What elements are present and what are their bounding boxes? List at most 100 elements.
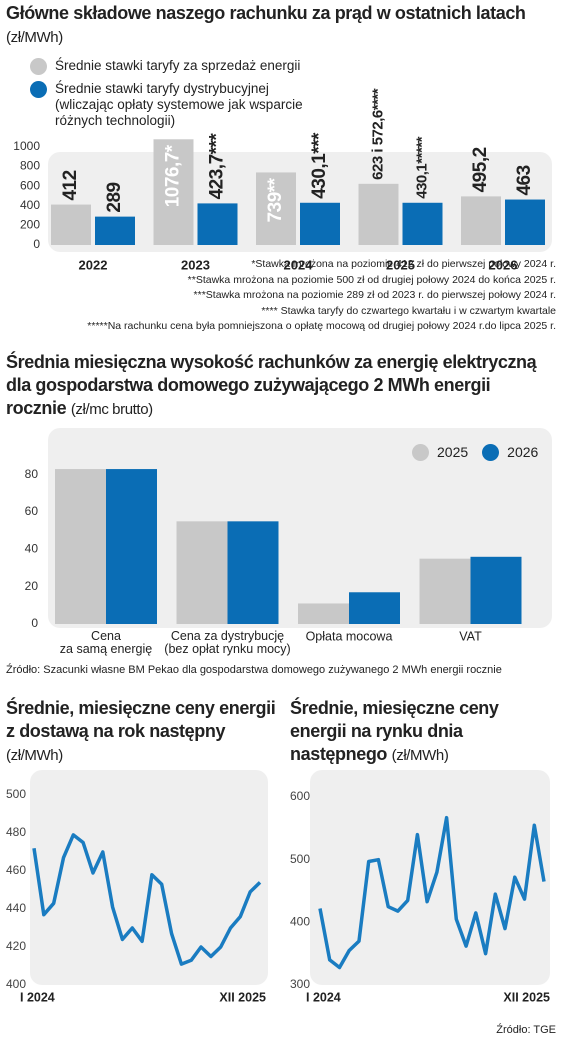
y-tick-label: 60 [25,504,39,518]
title-block: Średnia miesięczna wysokość rachunków za… [6,351,551,421]
legend-label: Średnie stawki taryfy za sprzedaż energi… [55,58,301,73]
title-block: Średnie, miesięczne ceny energii z dosta… [6,697,276,767]
legend-swatch [30,81,47,98]
bar [51,204,91,245]
y-tick-label: 480 [6,825,26,839]
bar [95,216,135,245]
title-block: Główne składowe naszego rachunku za prąd… [6,2,551,49]
y-tick-label: 600 [20,178,40,192]
legend-item: 2026 [482,444,538,461]
bar [358,183,399,245]
x-tick-label: 2023 [181,257,210,272]
line [32,833,262,966]
x-tick-label: I 2024 [20,990,55,1004]
legend-item: 2025 [412,444,468,461]
y-tick-label: 400 [20,198,40,212]
legend: 2025 2026 [412,444,538,467]
x-tick-label: I 2024 [306,990,341,1004]
footnote: *****Na rachunku cena była pomniejszona … [87,320,556,332]
bar [470,556,522,624]
y-tick-label: 0 [31,616,38,630]
y-tick-label: 200 [20,218,40,232]
source: Źródło: TGE [496,1024,556,1036]
y-tick-label: 500 [290,852,310,866]
bar [298,603,349,624]
x-tick-label: 2024 [284,257,314,272]
bar [300,202,340,245]
chart-title: Średnie, miesięczne ceny energii z dosta… [6,698,276,741]
value-label: 739** [265,177,286,222]
plot-background [30,770,268,985]
bar [461,196,501,245]
legend-label: 2026 [507,444,539,460]
value-label: 463 [514,165,535,195]
bar [402,202,443,245]
y-tick-label: 800 [20,159,40,173]
y-tick-label: 600 [290,789,310,803]
footnote: *Stawka mrożona na poziomie 412 zł do pi… [251,258,556,270]
value-label: 430,1*** [309,132,330,199]
y-tick-label: 400 [6,977,26,991]
chart-unit: (zł/MWh) [6,747,63,764]
value-label: 495,2 [470,147,491,192]
x-tick-label: VAT [459,629,482,643]
legend-item: Średnie stawki taryfy za sprzedaż energi… [30,58,320,75]
legend-swatch [412,444,429,461]
chart-unit: (zł/MWh) [391,747,449,764]
chart-unit: (zł/mc brutto) [70,401,153,418]
bar [349,592,400,624]
chart-unit: (zł/MWh) [6,29,63,46]
y-tick-label: 420 [6,939,26,953]
bar [256,172,296,245]
footnote: ***Stawka mrożona na poziomie 289 zł od … [193,289,556,301]
chart-title: Średnie, miesięczne ceny energii na rynk… [290,698,499,764]
bar [106,469,157,624]
y-tick-label: 400 [290,915,310,929]
legend-swatch [482,444,500,461]
x-tick-label: 2025 [386,257,415,272]
line [318,815,546,970]
source: Źródło: Szacunki własne BM Pekao dla gos… [6,664,502,676]
y-tick-label: 440 [6,901,26,915]
value-label: 1076,7* [163,144,184,207]
bar [55,469,106,624]
value-label: 623 i 572,6**** [369,88,386,180]
y-tick-label: 0 [33,237,40,251]
y-tick-label: 300 [290,977,310,991]
x-tick-label: XII 2025 [219,990,266,1004]
bar [197,203,238,245]
bar [227,521,279,624]
y-tick-label: 1000 [13,139,40,153]
legend-label: 2025 [437,444,469,460]
legend: Średnie stawki taryfy za sprzedaż energi… [30,58,320,135]
x-tick-label: 2026 [489,257,518,272]
chart-title: Główne składowe naszego rachunku za prąd… [6,3,526,23]
x-tick-label: Cena za dystrybucję (bez opłat rynku mocy… [164,629,290,656]
value-label: 412 [60,170,81,200]
y-tick-label: 500 [6,787,26,801]
x-tick-label: 2022 [79,257,108,272]
bar [176,521,228,624]
footnote: **Stawka mrożona na poziomie 500 zł od d… [187,273,556,286]
footnotes: *Stawka mrożona na poziomie 412 zł do pi… [87,257,556,335]
title-block: Średnie, miesięczne ceny energii na rynk… [290,697,552,767]
x-tick-label: XII 2025 [503,990,550,1004]
x-tick-label: Opłata mocowa [306,629,393,643]
legend-swatch [30,58,47,75]
chart-title: Średnia miesięczna wysokość rachunków za… [6,352,537,418]
x-tick-label: Cena za samą energię [60,629,152,656]
footnote: **** Stawka taryfy do czwartego kwartału… [261,304,556,317]
legend-item: Średnie stawki taryfy dystrybucyjnej (wl… [30,81,320,129]
value-label: 423,7*** [207,133,228,200]
bar [419,558,471,624]
bar [153,139,194,245]
value-label: 430,1***** [413,136,430,198]
y-tick-label: 20 [25,579,39,593]
legend-label: Średnie stawki taryfy dystrybucyjnej (wl… [55,81,303,128]
value-label: 289 [104,182,125,212]
bar [505,199,545,245]
y-tick-label: 460 [6,863,26,877]
y-tick-label: 80 [25,467,39,481]
